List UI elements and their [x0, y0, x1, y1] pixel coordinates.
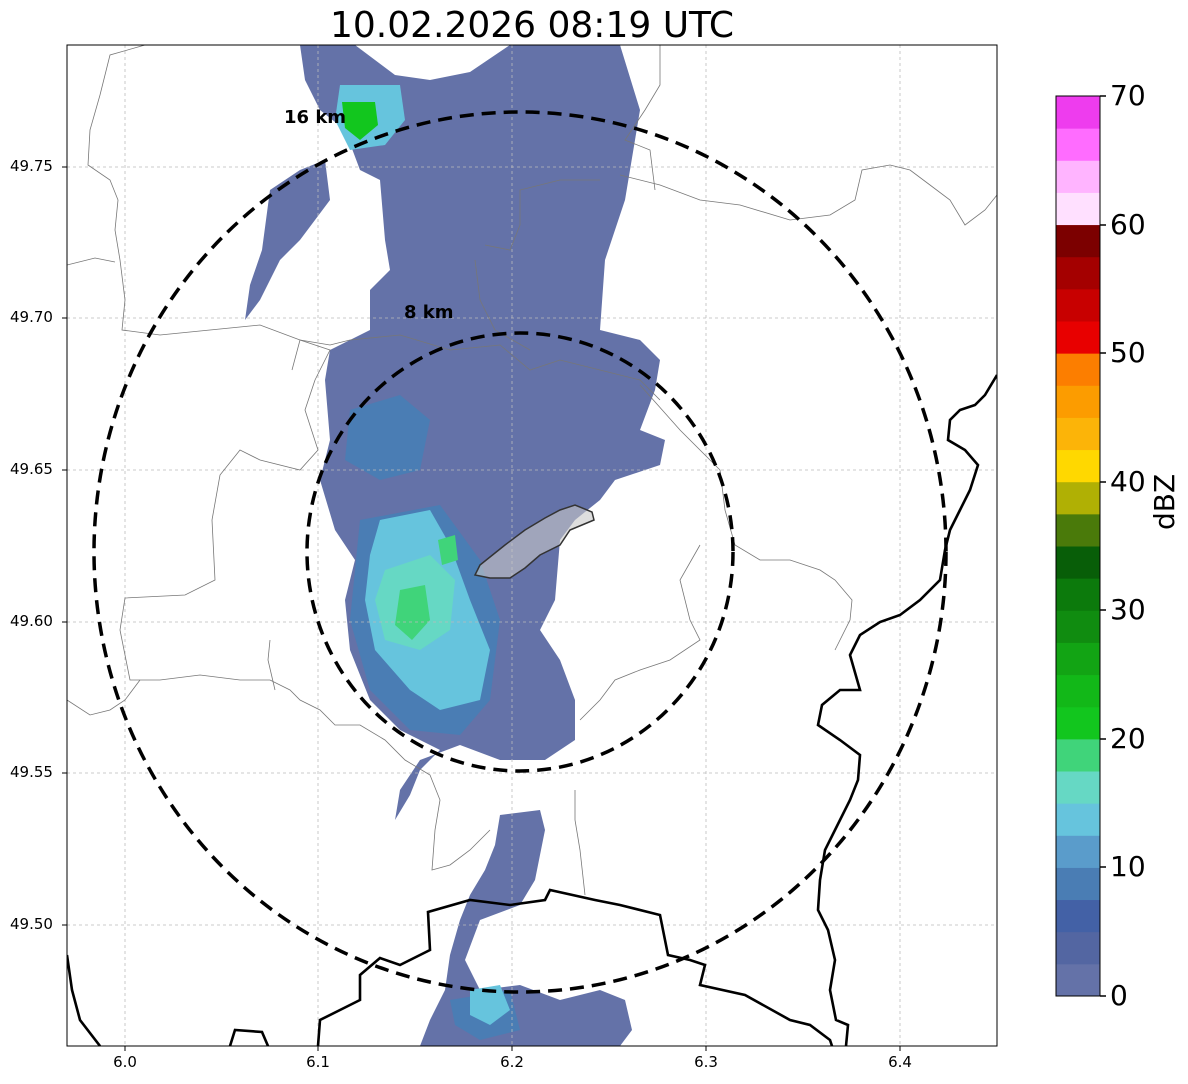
colorbar-segment: [1056, 192, 1100, 226]
x-tick-label: 6.2: [500, 1053, 524, 1071]
colorbar-segment: [1056, 899, 1100, 933]
echo-core-a: [345, 395, 430, 480]
colorbar-segment: [1056, 546, 1100, 579]
echo-band-south: [420, 810, 632, 1046]
colorbar-segment: [1056, 321, 1100, 354]
y-tick-label: 49.60: [10, 612, 53, 630]
colorbar-segment: [1056, 610, 1100, 643]
colorbar-segment: [1056, 449, 1100, 483]
y-tick-label: 49.55: [10, 763, 53, 781]
colorbar-segment: [1056, 128, 1100, 161]
colorbar-segment: [1056, 353, 1100, 386]
colorbar-segment: [1056, 578, 1100, 611]
colorbar-segment: [1056, 963, 1100, 997]
tick-marks: [62, 166, 901, 1051]
y-tick-label: 49.75: [10, 157, 53, 175]
range-ring-8km: [305, 331, 735, 773]
colorbar-tick-label: 60: [1110, 208, 1146, 241]
commune-boundaries: [67, 45, 997, 896]
ring-label-8km: 8 km: [404, 302, 454, 323]
colorbar-tick-label: 50: [1110, 336, 1146, 369]
colorbar-frame: [1055, 95, 1101, 997]
colorbar-segment: [1056, 481, 1100, 515]
colorbar-segment: [1056, 417, 1100, 451]
radar-echoes: [245, 45, 665, 1046]
echo-cyan-3: [470, 985, 510, 1025]
colorbar-segment: [1056, 674, 1100, 708]
colorbar-label: dBZ: [1148, 473, 1181, 530]
range-ring-16km: [92, 110, 948, 994]
colorbar-tick-label: 10: [1110, 850, 1146, 883]
colorbar-segment: [1056, 256, 1100, 290]
y-tick-label: 49.70: [10, 308, 53, 326]
y-tick-label: 49.65: [10, 460, 53, 478]
range-rings: [92, 110, 948, 994]
colorbar-tick-label: 20: [1110, 722, 1146, 755]
colorbar: [1056, 96, 1100, 997]
echo-green-3: [342, 102, 378, 140]
colorbar-segment: [1056, 931, 1100, 965]
colorbar-tick-label: 0: [1110, 979, 1128, 1012]
colorbar-tick-label: 40: [1110, 465, 1146, 498]
national-borders: [67, 374, 997, 1046]
colorbar-segment: [1056, 835, 1100, 868]
colorbar-tick-label: 70: [1110, 79, 1146, 112]
x-tick-label: 6.3: [694, 1053, 718, 1071]
colorbar-segment: [1056, 513, 1100, 547]
colorbar-segment: [1056, 160, 1100, 193]
plot-frame: [66, 44, 998, 1047]
colorbar-segment: [1056, 642, 1100, 676]
y-tick-label: 49.50: [10, 915, 53, 933]
echo-green-1: [395, 585, 430, 640]
colorbar-segment: [1056, 288, 1100, 322]
colorbar-ticks: [1100, 95, 1106, 997]
echo-band-west: [245, 160, 330, 320]
colorbar-segment: [1056, 224, 1100, 258]
colorbar-segment: [1056, 803, 1100, 836]
ring-label-16km: 16 km: [284, 107, 346, 128]
colorbar-segment: [1056, 96, 1100, 129]
colorbar-segment: [1056, 867, 1100, 901]
town-outline: [473, 504, 595, 579]
colorbar-tick-label: 30: [1110, 593, 1146, 626]
echo-green-2: [438, 535, 458, 565]
colorbar-segment: [1056, 738, 1100, 772]
colorbar-segment: [1056, 771, 1100, 804]
x-tick-label: 6.1: [306, 1053, 330, 1071]
x-tick-label: 6.4: [888, 1053, 912, 1071]
colorbar-segment: [1056, 385, 1100, 418]
colorbar-segment: [1056, 706, 1100, 740]
x-tick-label: 6.0: [113, 1053, 137, 1071]
map-title: 10.02.2026 08:19 UTC: [329, 5, 735, 46]
